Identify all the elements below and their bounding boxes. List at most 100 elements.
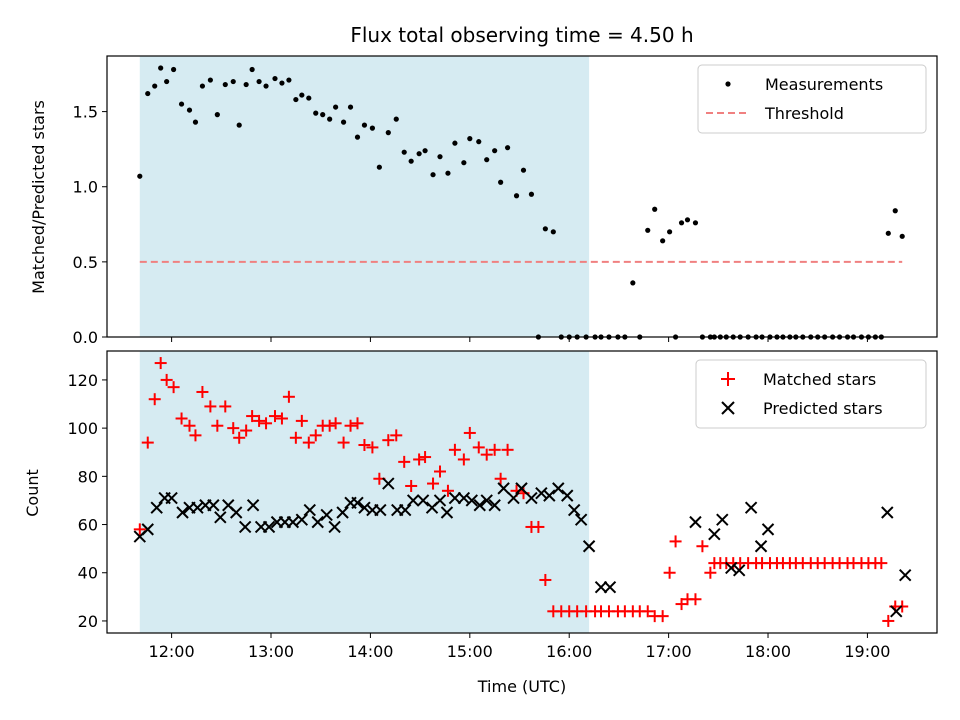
measurement-point: [164, 78, 170, 85]
matched-point: [351, 417, 364, 430]
panel-top-points: [137, 65, 905, 340]
measurement-point: [369, 125, 376, 131]
predicted-point: [754, 540, 768, 553]
predicted-point: [497, 482, 510, 495]
matched-point: [323, 419, 336, 432]
measurement-point: [461, 160, 467, 166]
matched-point: [282, 390, 295, 403]
predicted-point: [382, 477, 395, 490]
y-tick-label: 1.0: [73, 178, 98, 197]
measurement-point: [306, 95, 312, 101]
matched-point: [656, 610, 669, 623]
y-tick-label: 80: [78, 467, 98, 486]
panel-top-legend: Measurements Threshold: [697, 64, 927, 134]
matched-point: [366, 441, 379, 454]
predicted-point: [286, 515, 300, 529]
x-tick-label: 19:00: [844, 642, 890, 661]
measurement-point: [401, 149, 407, 155]
measurement-point: [199, 83, 206, 89]
predicted-point: [320, 508, 333, 522]
predicted-point: [230, 506, 243, 519]
matched-point: [398, 455, 411, 468]
predicted-point: [594, 580, 608, 594]
x-tick-label: 14:00: [347, 642, 393, 661]
predicted-point: [488, 499, 501, 512]
predicted-point: [457, 491, 471, 505]
measurement-point: [484, 157, 490, 163]
legend-matched-marker: [721, 372, 735, 386]
matched-point: [494, 472, 507, 485]
legend-threshold-label: Threshold: [764, 104, 844, 123]
predicted-point: [351, 496, 364, 510]
matched-point: [329, 417, 342, 430]
predicted-point: [744, 501, 758, 514]
predicted-point: [150, 501, 163, 514]
y-tick-label: 0.0: [73, 328, 98, 347]
predicted-point: [567, 503, 581, 517]
measurement-point: [243, 81, 249, 88]
predicted-point: [374, 503, 387, 517]
matched-point: [448, 443, 461, 456]
measurement-point: [892, 208, 898, 214]
measurement-point: [327, 116, 333, 122]
matched-point: [167, 381, 180, 394]
panel-bottom-points: [133, 357, 912, 627]
measurement-point: [214, 112, 220, 118]
matched-point: [233, 431, 246, 444]
panel-top-legend-box: [697, 64, 927, 134]
measurement-point: [178, 101, 185, 107]
predicted-point: [507, 491, 520, 505]
predicted-point: [890, 605, 903, 618]
measurement-point: [542, 226, 548, 232]
y-tick-label: 1.5: [73, 103, 98, 122]
measurement-point: [236, 122, 242, 128]
measurement-point: [393, 116, 399, 122]
matched-point: [413, 453, 426, 466]
measurement-point: [885, 230, 891, 236]
measurement-point: [550, 229, 556, 235]
panel-top: 0.0 0.5 1.0 1.5 Matched/Predicted stars Mea…: [29, 55, 938, 347]
measurement-point: [385, 130, 391, 136]
matched-point: [196, 385, 209, 398]
predicted-point: [603, 580, 617, 594]
measurement-point: [256, 78, 262, 85]
matched-point: [133, 523, 146, 536]
measurement-point: [660, 238, 666, 244]
matched-point: [463, 426, 476, 439]
measurement-point: [422, 148, 428, 154]
predicted-point: [898, 568, 912, 582]
measurement-point: [347, 104, 354, 110]
predicted-point: [582, 540, 596, 553]
panel-bottom-y-ticks: 20 40 60 80 100 120: [67, 371, 107, 631]
panel-bottom-frame: [106, 350, 938, 634]
measurement-point: [445, 170, 451, 176]
predicted-point: [246, 499, 260, 512]
measurement-point: [513, 193, 520, 199]
predicted-point: [207, 499, 220, 512]
predicted-point: [465, 494, 479, 507]
measurement-point: [320, 112, 326, 118]
predicted-point: [473, 499, 486, 512]
matched-point: [441, 484, 454, 497]
measurement-point: [354, 134, 361, 140]
matched-point: [260, 417, 273, 430]
y-tick-label: 20: [78, 612, 98, 631]
measurement-point: [467, 136, 473, 142]
matched-point: [539, 573, 552, 586]
matched-point: [669, 535, 682, 548]
x-tick-label: 13:00: [248, 642, 294, 661]
matched-point: [696, 540, 709, 553]
measurement-point: [416, 151, 422, 157]
measurement-point: [263, 83, 269, 89]
predicted-point: [480, 494, 493, 507]
matched-point: [480, 448, 493, 461]
predicted-point: [165, 491, 178, 505]
matched-point: [160, 373, 173, 386]
x-tick-label: 16:00: [546, 642, 592, 661]
matched-point: [382, 434, 395, 447]
matched-point: [875, 557, 888, 570]
predicted-point: [574, 513, 588, 526]
measurement-point: [192, 119, 199, 125]
panel-bottom-legend-box: [695, 359, 927, 429]
